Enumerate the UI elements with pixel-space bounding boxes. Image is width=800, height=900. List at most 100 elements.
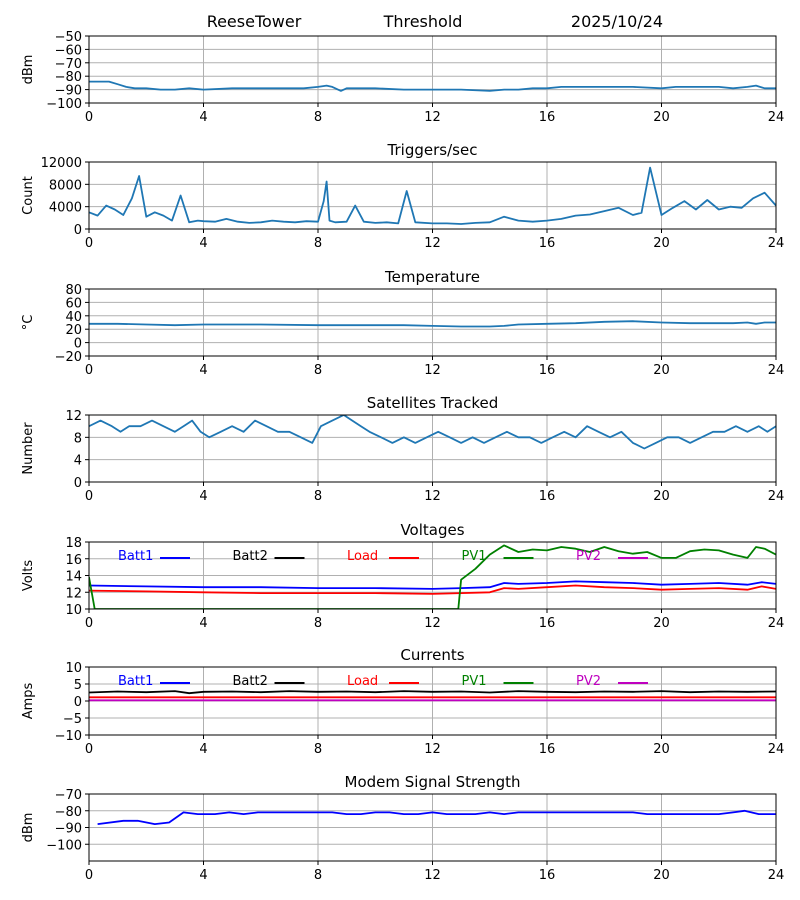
y-tick-label: 0 bbox=[74, 476, 82, 491]
x-tick-label: 20 bbox=[653, 489, 670, 504]
legend-label: PV2 bbox=[576, 549, 601, 564]
legend-label: Batt1 bbox=[118, 549, 153, 564]
y-axis-label: Number bbox=[21, 422, 36, 475]
y-tick-label: −5 bbox=[63, 712, 82, 727]
y-axis-label: Volts bbox=[21, 560, 36, 592]
x-tick-label: 4 bbox=[199, 742, 207, 757]
x-tick-label: 4 bbox=[199, 236, 207, 251]
series-line-satellites bbox=[89, 415, 776, 450]
y-axis-label: Amps bbox=[21, 682, 36, 719]
y-tick-label: 14 bbox=[65, 570, 82, 585]
x-tick-label: 4 bbox=[199, 489, 207, 504]
y-tick-label: 20 bbox=[65, 323, 82, 338]
x-tick-label: 24 bbox=[768, 363, 785, 378]
x-tick-label: 24 bbox=[768, 236, 785, 251]
header-site-name: ReeseTower bbox=[207, 12, 302, 31]
y-tick-label: −90 bbox=[55, 84, 82, 99]
y-tick-label: 12000 bbox=[41, 156, 82, 171]
x-tick-label: 4 bbox=[199, 110, 207, 125]
y-tick-label: 80 bbox=[65, 283, 82, 298]
y-tick-label: −70 bbox=[55, 57, 82, 72]
legend-label: PV1 bbox=[462, 674, 487, 689]
axes-frame bbox=[88, 35, 777, 104]
axes-frame bbox=[88, 161, 777, 230]
axes-frame bbox=[88, 414, 777, 483]
x-tick-label: 0 bbox=[85, 236, 93, 251]
y-tick-label: 8 bbox=[74, 431, 82, 446]
legend-label: Load bbox=[347, 549, 378, 564]
axes-frame bbox=[88, 793, 777, 862]
y-tick-label: −80 bbox=[55, 805, 82, 820]
x-tick-label: 16 bbox=[539, 110, 556, 125]
panel-modem: Modem Signal Strength 0 4 8 12 16 20 24 −100−90 −… bbox=[21, 773, 784, 883]
x-tick-label: 8 bbox=[314, 489, 322, 504]
x-tick-label: 8 bbox=[314, 110, 322, 125]
x-tick-label: 12 bbox=[424, 110, 441, 125]
x-tick-label: 0 bbox=[85, 363, 93, 378]
axes-frame bbox=[88, 288, 777, 357]
y-tick-label: 10 bbox=[65, 603, 82, 618]
x-tick-label: 24 bbox=[768, 868, 785, 883]
x-tick-label: 12 bbox=[424, 868, 441, 883]
x-tick-label: 20 bbox=[653, 363, 670, 378]
x-tick-label: 8 bbox=[314, 236, 322, 251]
axes-frame bbox=[88, 541, 777, 610]
x-tick-label: 20 bbox=[653, 742, 670, 757]
x-tick-label: 12 bbox=[424, 363, 441, 378]
panel-title: Satellites Tracked bbox=[367, 394, 498, 412]
panel-title: Currents bbox=[400, 646, 464, 664]
legend-label: PV2 bbox=[576, 674, 601, 689]
series-line-triggers bbox=[89, 166, 776, 225]
x-tick-label: 20 bbox=[653, 236, 670, 251]
x-tick-label: 16 bbox=[539, 868, 556, 883]
y-axis-label: dBm bbox=[21, 813, 36, 843]
panel-title: Modem Signal Strength bbox=[345, 773, 521, 791]
legend-label: Batt1 bbox=[118, 674, 153, 689]
y-tick-label: 60 bbox=[65, 296, 82, 311]
x-tick-label: 20 bbox=[653, 616, 670, 631]
y-tick-label: −10 bbox=[55, 729, 82, 744]
y-tick-label: −20 bbox=[55, 350, 82, 365]
series-line-temperature bbox=[89, 320, 776, 328]
x-tick-label: 8 bbox=[314, 868, 322, 883]
y-tick-label: 0 bbox=[74, 223, 82, 238]
y-tick-label: −60 bbox=[55, 43, 82, 58]
series-line-noise bbox=[89, 80, 776, 92]
x-tick-label: 12 bbox=[424, 489, 441, 504]
header-mode: Threshold bbox=[383, 12, 463, 31]
x-tick-label: 0 bbox=[85, 616, 93, 631]
x-tick-label: 4 bbox=[199, 868, 207, 883]
panel-title: Triggers/sec bbox=[387, 141, 478, 159]
x-tick-label: 16 bbox=[539, 363, 556, 378]
x-tick-label: 24 bbox=[768, 110, 785, 125]
y-tick-label: −100 bbox=[46, 97, 82, 112]
legend-label: Load bbox=[347, 674, 378, 689]
chart-panels: 0 4 8 12 16 20 24−100−90−80−70−60−50dBmTrigger… bbox=[21, 30, 784, 883]
y-tick-label: 0 bbox=[74, 337, 82, 352]
y-tick-label: −90 bbox=[55, 822, 82, 837]
panel-title: Temperature bbox=[384, 268, 480, 286]
legend-label: Batt2 bbox=[233, 549, 268, 564]
panel-noise: 0 4 8 12 16 20 24 −100−90−80−70−60−50 dBm bbox=[21, 30, 784, 125]
y-tick-label: −70 bbox=[55, 788, 82, 803]
y-tick-label: −80 bbox=[55, 70, 82, 85]
axes-frame bbox=[88, 666, 777, 736]
y-tick-label: 0 bbox=[74, 695, 82, 710]
y-tick-label: 40 bbox=[65, 310, 82, 325]
x-tick-label: 12 bbox=[424, 742, 441, 757]
series-line-batt2 bbox=[89, 690, 776, 695]
series-line-load bbox=[89, 584, 776, 595]
x-tick-label: 0 bbox=[85, 489, 93, 504]
x-tick-label: 12 bbox=[424, 236, 441, 251]
x-tick-label: 16 bbox=[539, 616, 556, 631]
y-tick-label: 8000 bbox=[49, 178, 82, 193]
y-tick-label: 16 bbox=[65, 553, 82, 568]
y-tick-label: 12 bbox=[65, 409, 82, 424]
y-axis-label: dBm bbox=[21, 55, 36, 85]
x-tick-label: 0 bbox=[85, 742, 93, 757]
y-tick-label: 12 bbox=[65, 586, 82, 601]
y-tick-label: −50 bbox=[55, 30, 82, 45]
